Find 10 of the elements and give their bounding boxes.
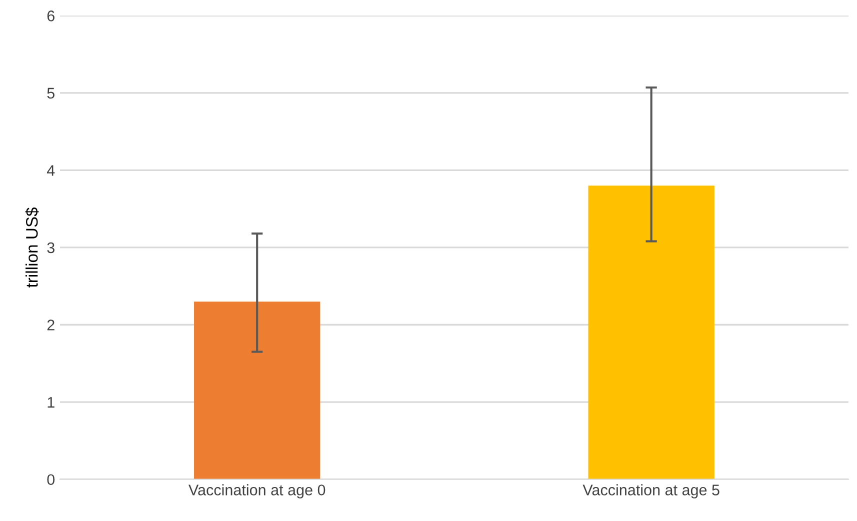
y-tick-label: 5 (47, 88, 54, 99)
y-tick-label: 0 (47, 474, 55, 486)
x-tick-label: Vaccination at age 0 (188, 484, 326, 498)
y-tick-label: 1 (48, 397, 54, 408)
x-tick-label: Vaccination at age 5 (582, 484, 720, 498)
y-tick-label: 4 (46, 165, 55, 176)
y-tick-label: 2 (47, 320, 54, 330)
y-tick-label: 6 (47, 10, 54, 22)
y-tick-label: 3 (47, 242, 54, 254)
y-axis-title: trillion US$ (25, 207, 39, 288)
